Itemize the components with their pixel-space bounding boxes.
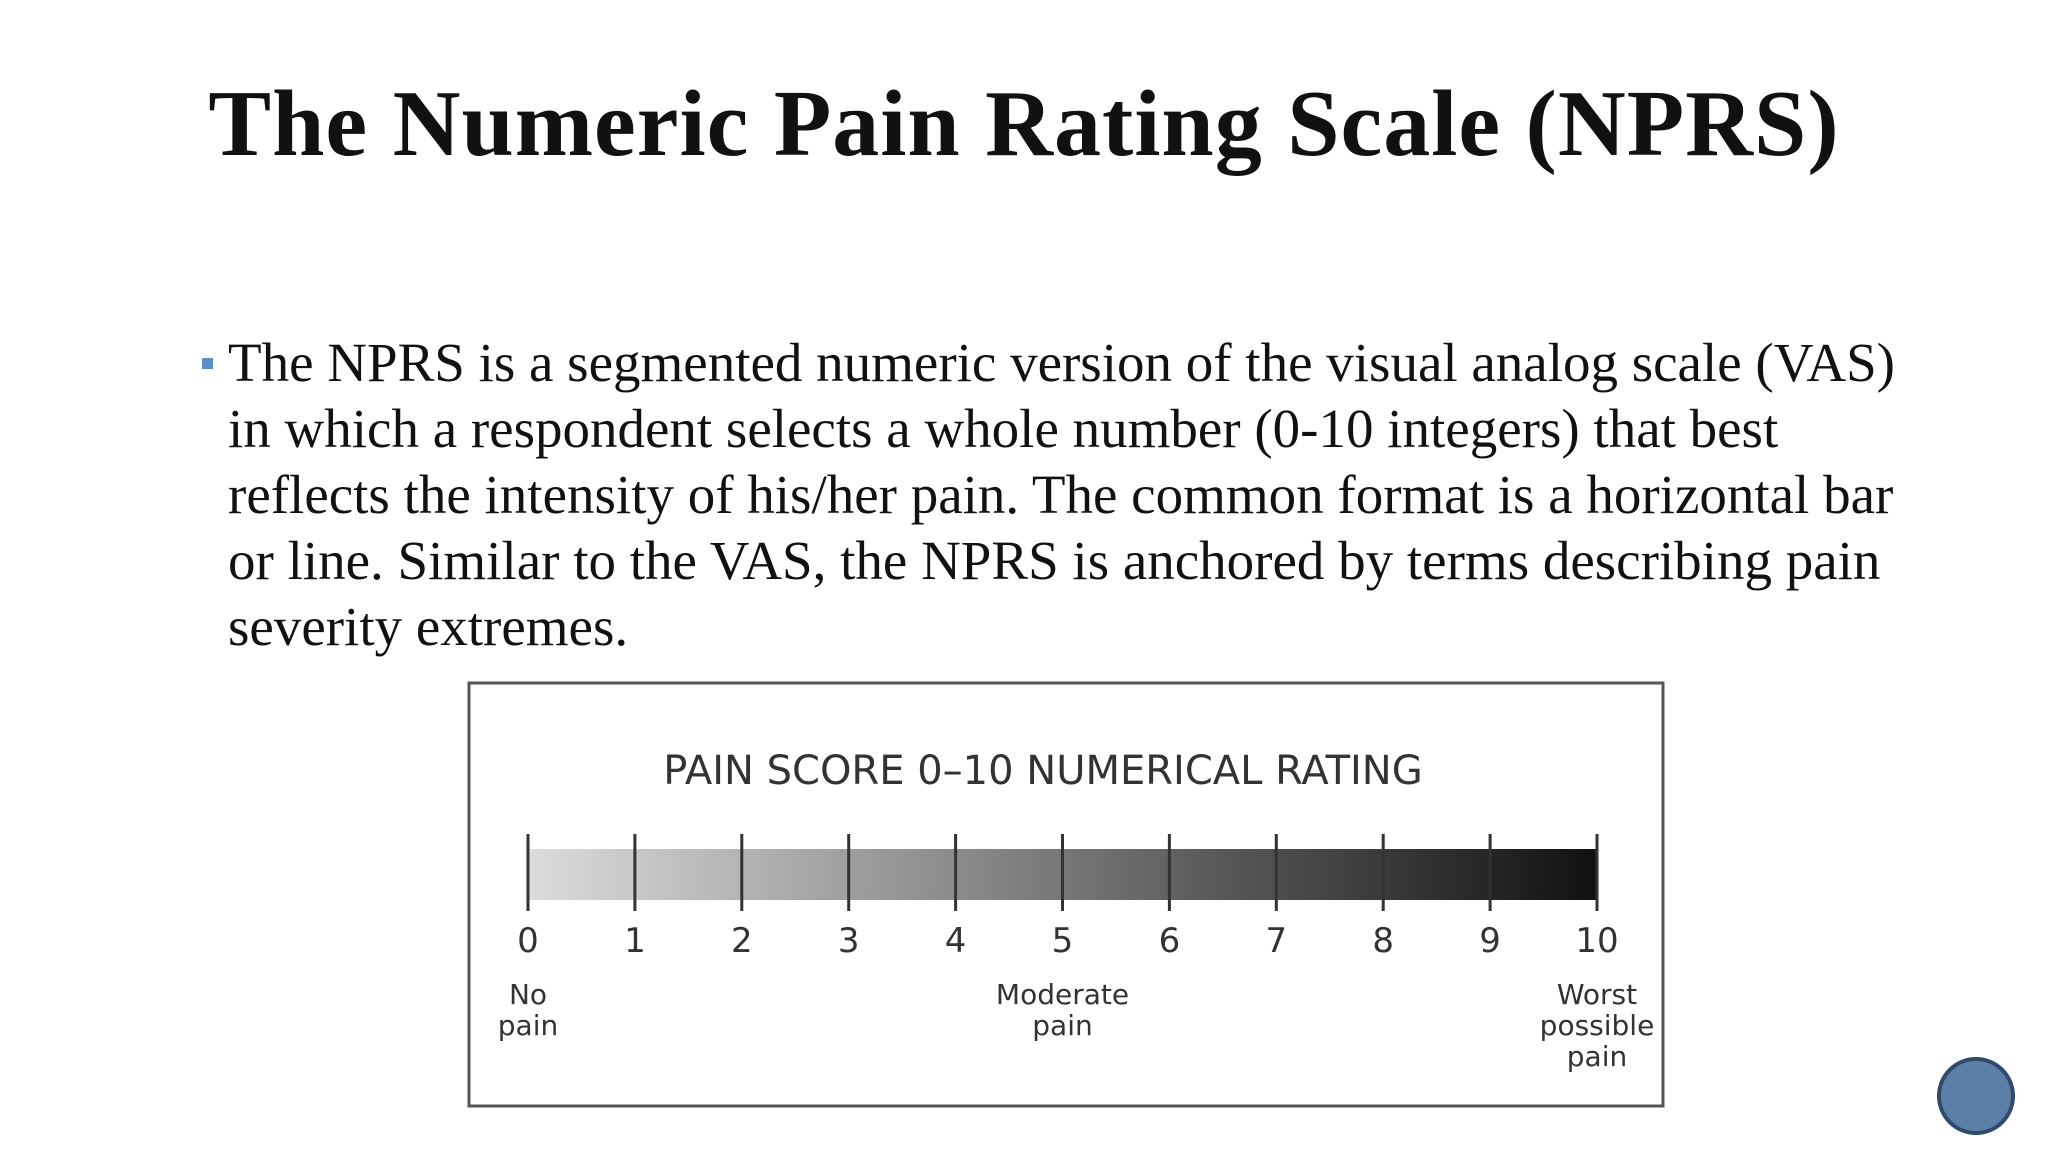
scale-label: 7 <box>1265 921 1287 961</box>
scale-label: 1 <box>624 921 646 961</box>
anchor-label: pain <box>1032 1009 1092 1042</box>
anchor-label: Moderate <box>996 978 1129 1011</box>
figure-title: PAIN SCORE 0–10 NUMERICAL RATING <box>663 748 1422 794</box>
bullet-text: The NPRS is a segmented numeric version … <box>228 332 1895 657</box>
anchor-label: possible <box>1540 1009 1655 1042</box>
scale-label: 5 <box>1052 921 1074 961</box>
scale-label: 10 <box>1575 921 1618 961</box>
anchor-label: Worst <box>1557 978 1637 1011</box>
bullet-marker <box>202 358 213 369</box>
scale-label: 4 <box>945 921 967 961</box>
scale-label: 9 <box>1479 921 1501 961</box>
scale-label: 3 <box>838 921 860 961</box>
scale-label: 6 <box>1159 921 1181 961</box>
anchor-label: pain <box>1567 1040 1627 1073</box>
scale-label: 0 <box>517 921 539 961</box>
nav-button[interactable] <box>1937 1057 2015 1135</box>
scale-label: 8 <box>1372 921 1394 961</box>
anchor-label: No <box>509 978 547 1011</box>
anchor-label: pain <box>498 1009 558 1042</box>
slide-title: The Numeric Pain Rating Scale (NPRS) <box>208 72 1840 176</box>
scale-label: 2 <box>731 921 753 961</box>
